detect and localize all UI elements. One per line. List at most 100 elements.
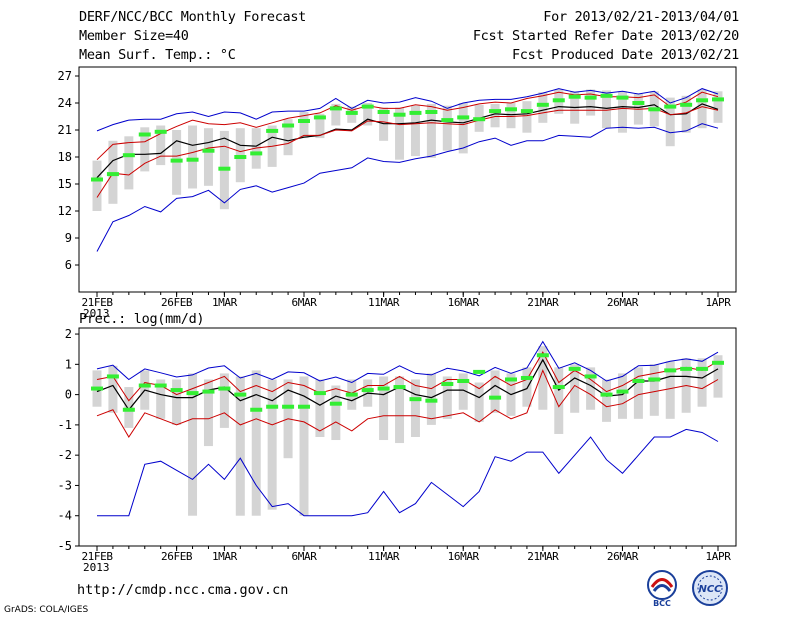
range-bar [188, 373, 198, 516]
observed-mark [441, 118, 454, 123]
observed-mark [218, 166, 231, 171]
range-bar [617, 91, 627, 133]
y-tick-label: 21 [58, 123, 72, 137]
series-mean-line [96, 358, 719, 411]
range-bar [522, 101, 532, 133]
y-tick-label: 15 [58, 177, 72, 191]
observed-mark [91, 386, 103, 391]
observed-mark [234, 392, 247, 397]
x-tick-label: 11MAR [368, 296, 400, 309]
observed-mark [313, 391, 326, 396]
observed-mark [186, 157, 199, 162]
range-bar [490, 370, 500, 413]
observed-mark [234, 155, 247, 159]
observed-mark [616, 95, 629, 100]
y-tick-label: 18 [58, 150, 72, 164]
range-bar [570, 364, 580, 413]
range-bar [617, 373, 627, 419]
observed-mark [648, 377, 661, 382]
observed-mark [568, 94, 581, 99]
range-bar [586, 89, 596, 116]
observed-mark [186, 391, 199, 396]
x-tick-label: 6MAR [292, 550, 318, 563]
x-tick-label: 26FEB [161, 550, 193, 563]
series-upper-line [96, 91, 719, 161]
x-tick-label: 1APR [706, 550, 732, 563]
source-url[interactable]: http://cmdp.ncc.cma.gov.cn [77, 582, 289, 598]
observed-mark [489, 109, 502, 114]
range-bar [108, 365, 118, 413]
x-year-label: 2013 [83, 561, 110, 574]
y-tick-label: -2 [58, 448, 72, 462]
range-bar [665, 97, 675, 147]
range-bar [331, 103, 341, 126]
range-bar [315, 379, 325, 437]
range-bar [140, 127, 150, 172]
observed-mark [505, 377, 517, 382]
observed-mark [170, 388, 183, 393]
observed-mark [584, 374, 597, 379]
observed-mark [457, 378, 470, 383]
y-tick-label: 1 [65, 357, 72, 371]
range-bar [586, 367, 596, 410]
observed-mark [696, 98, 709, 103]
y-tick-label: -1 [58, 418, 72, 432]
range-bar [538, 346, 548, 410]
observed-mark [377, 110, 390, 114]
observed-mark [393, 112, 406, 117]
x-tick-label: 1APR [706, 296, 732, 309]
observed-mark [298, 119, 310, 123]
observed-mark [600, 93, 613, 98]
observed-mark [154, 129, 167, 134]
x-tick-label: 1MAR [212, 550, 238, 563]
range-bar [442, 105, 452, 151]
temperature-panel: 6 9 12 15 18 21 24 27 21FEB 26FEB 1MAR 6MAR 11MAR 16M… [58, 66, 737, 320]
range-bar [379, 376, 389, 441]
bcc-logo-icon: BCC [647, 570, 677, 608]
y-tick-label: -5 [58, 539, 72, 553]
observed-mark [409, 110, 422, 115]
observed-mark [536, 102, 549, 107]
observed-mark [122, 407, 135, 412]
member-size: Member Size=40 [79, 28, 189, 44]
range-bar [633, 367, 643, 419]
range-bar [474, 382, 484, 422]
range-bar [219, 373, 229, 428]
range-bar [188, 125, 198, 189]
variable-label: Mean Surf. Temp.: °C [79, 47, 236, 63]
observed-mark [202, 148, 215, 153]
observed-mark [329, 401, 342, 406]
range-bar [283, 119, 293, 156]
observed-mark [313, 115, 326, 120]
observed-mark [106, 374, 119, 379]
observed-mark [712, 360, 724, 365]
grads-credit: GrADS: COLA/IGES [4, 605, 89, 615]
observed-mark [170, 158, 183, 163]
observed-mark [409, 397, 422, 402]
y-tick-label: 6 [65, 258, 72, 272]
observed-mark [282, 123, 295, 128]
observed-mark [552, 385, 565, 390]
observed-mark [600, 392, 613, 397]
x-tick-label: 16MAR [448, 296, 480, 309]
x-tick-label: 26FEB [161, 296, 193, 309]
range-bar [331, 385, 341, 441]
observed-mark [473, 117, 486, 122]
produced-date: Fcst Produced Date 2013/02/21 [511, 47, 739, 63]
x-tick-label: 21FEB [81, 296, 113, 309]
range-bar [649, 364, 659, 416]
observed-mark [425, 398, 438, 403]
series-min-line [97, 428, 719, 517]
range-bar [554, 367, 564, 434]
observed-mark [616, 389, 629, 394]
observed-mark [712, 97, 724, 102]
x-tick-label: 11MAR [368, 550, 400, 563]
range-bar [203, 128, 213, 186]
observed-mark [345, 110, 358, 115]
observed-mark [505, 107, 517, 112]
observed-mark [250, 151, 263, 156]
observed-mark [536, 353, 549, 358]
series-upper-line [96, 351, 719, 402]
range-bar [490, 103, 500, 128]
